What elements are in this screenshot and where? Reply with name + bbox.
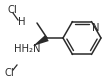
Polygon shape: [33, 35, 48, 46]
Text: Cl: Cl: [5, 68, 15, 78]
Text: H: H: [18, 17, 25, 27]
Text: Cl: Cl: [8, 5, 18, 15]
Text: N: N: [92, 23, 99, 33]
Text: HH₂N: HH₂N: [14, 44, 40, 54]
